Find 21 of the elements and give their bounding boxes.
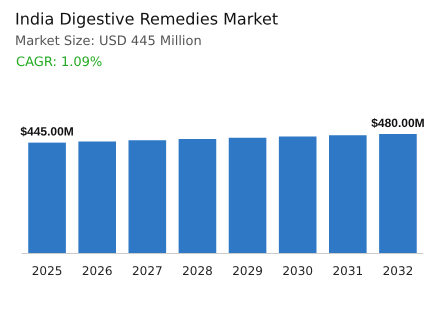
chart-title: India Digestive Remedies Market	[15, 10, 278, 28]
data-label: $445.00M	[20, 124, 74, 139]
data-label: $480.00M	[371, 116, 425, 130]
x-tick-label: 2031	[332, 264, 364, 278]
bar	[28, 142, 66, 253]
x-tick-label: 2028	[182, 264, 213, 278]
x-tick-label: 2025	[32, 264, 62, 278]
text: CAGR: 1.09%	[16, 55, 102, 70]
bar	[228, 138, 266, 253]
x-tick-label: 2030	[282, 264, 313, 278]
x-tick-label: 2029	[232, 264, 263, 278]
bar	[278, 136, 316, 253]
x-tick-label: 2027	[132, 264, 163, 278]
bar	[329, 135, 367, 253]
bar	[78, 141, 116, 253]
x-tick-label: 2026	[82, 264, 112, 278]
chart-subtitle: Market Size: USD 445 Million	[15, 34, 202, 49]
bar	[178, 138, 216, 253]
x-tick-label: 2032	[382, 264, 414, 278]
bar	[128, 140, 166, 253]
bar	[379, 134, 417, 253]
